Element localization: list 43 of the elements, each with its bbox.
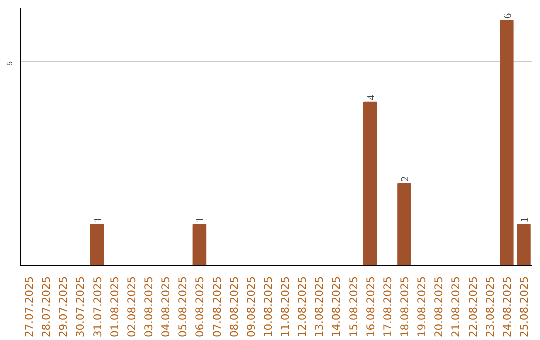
data-label: 6 — [502, 12, 514, 19]
data-label: 1 — [93, 217, 104, 223]
x-tick-label: 17.08.2025 — [381, 276, 394, 338]
x-tick-label: 14.08.2025 — [330, 276, 344, 338]
x-tick-label: 25.08.2025 — [518, 276, 531, 338]
x-tick-label: 29.07.2025 — [57, 276, 70, 338]
bar — [398, 183, 412, 266]
bar — [500, 20, 514, 266]
x-tick-label: 07.08.2025 — [210, 276, 224, 338]
bar — [192, 224, 207, 266]
x-tick-label: 27.07.2025 — [23, 276, 36, 338]
x-tick-label: 22.08.2025 — [466, 276, 480, 338]
bar — [363, 102, 378, 266]
x-tick-label: 11.08.2025 — [279, 276, 292, 338]
data-label: 4 — [366, 94, 378, 100]
x-tick-label: 15.08.2025 — [347, 276, 360, 338]
bar — [90, 224, 104, 266]
bar — [517, 224, 531, 266]
x-tick-label: 01.08.2025 — [108, 276, 122, 338]
data-label: 1 — [520, 217, 531, 223]
x-tick-label: 08.08.2025 — [228, 276, 241, 338]
x-tick-label: 18.08.2025 — [398, 276, 412, 338]
x-tick-label: 09.08.2025 — [244, 276, 258, 338]
x-tick-label: 21.08.2025 — [450, 276, 463, 338]
x-tick-label: 13.08.2025 — [313, 276, 326, 338]
x-tick-label: 06.08.2025 — [194, 276, 207, 338]
x-tick-label: 28.07.2025 — [40, 276, 54, 338]
x-tick-label: 16.08.2025 — [364, 276, 378, 338]
x-tick-label: 30.07.2025 — [74, 276, 88, 338]
x-tick-label: 02.08.2025 — [125, 276, 138, 338]
y-tick-label: 5 — [6, 60, 14, 66]
x-tick-label: 24.08.2025 — [500, 276, 514, 338]
x-tick-label: 05.08.2025 — [176, 276, 190, 338]
x-tick-label: 12.08.2025 — [296, 276, 310, 338]
x-tick-label: 23.08.2025 — [484, 276, 497, 338]
x-tick-label: 31.07.2025 — [91, 276, 104, 338]
x-tick-label: 19.08.2025 — [416, 276, 429, 338]
data-label: 2 — [400, 176, 412, 182]
data-label: 1 — [196, 217, 207, 223]
x-tick-label: 20.08.2025 — [432, 276, 446, 338]
x-tick-label: 04.08.2025 — [160, 276, 173, 338]
x-tick-label: 10.08.2025 — [262, 276, 275, 338]
x-tick-label: 03.08.2025 — [142, 276, 156, 338]
